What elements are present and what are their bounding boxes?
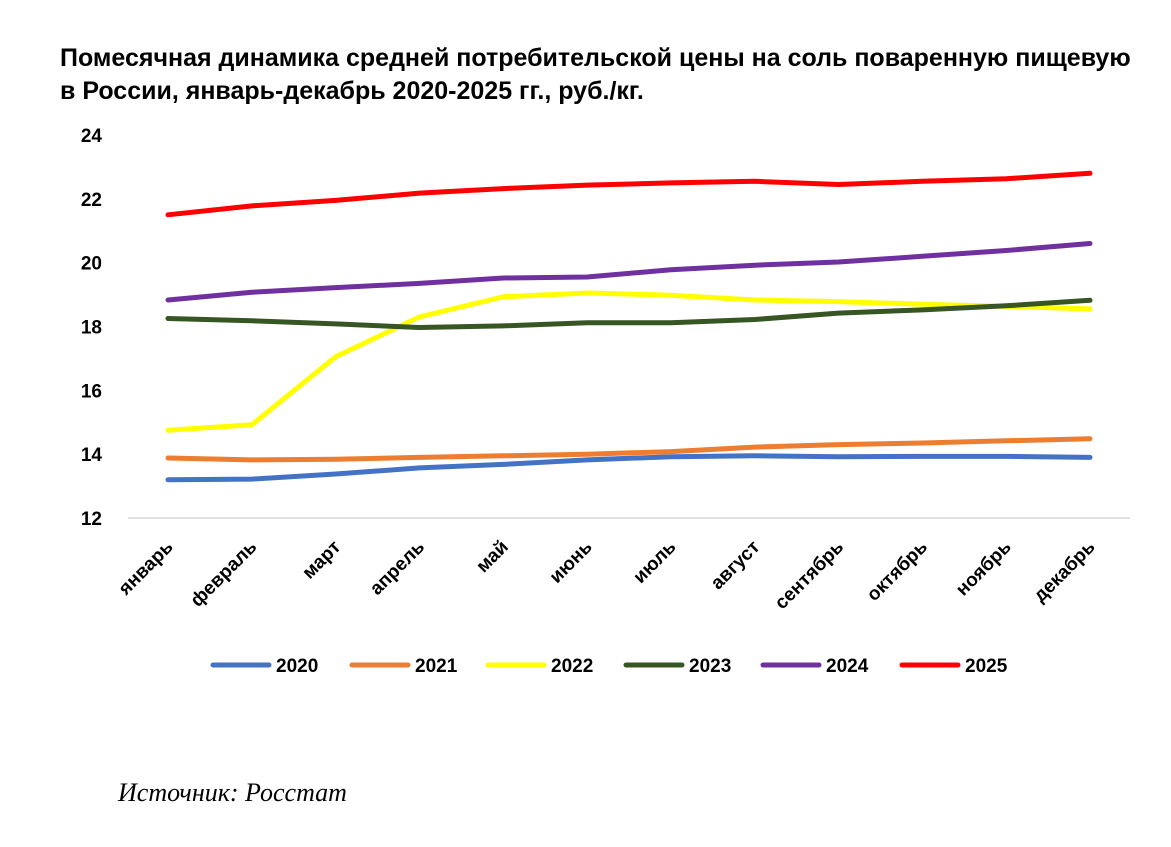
series-line-2022 <box>165 290 1093 433</box>
y-tick-label: 14 <box>81 445 103 466</box>
legend-label-2020: 2020 <box>276 656 318 677</box>
x-tick-label: август <box>707 537 764 594</box>
x-tick-label: октябрь <box>863 537 932 606</box>
series-line-2025 <box>165 170 1093 218</box>
series-line-2021 <box>165 436 1093 463</box>
y-tick-label: 20 <box>81 254 102 275</box>
x-tick-label: июль <box>629 537 680 588</box>
legend-label-2024: 2024 <box>826 656 869 677</box>
x-tick-label: февраль <box>187 537 262 612</box>
legend-label-2021: 2021 <box>415 656 458 677</box>
legend-label-2022: 2022 <box>551 656 593 677</box>
series-line-2023 <box>165 297 1093 330</box>
x-tick-label: декабрь <box>1030 537 1100 607</box>
x-tick-label: ноябрь <box>952 537 1016 601</box>
series-line-2020 <box>165 453 1093 483</box>
chart-title: Помесячная динамика средней потребительс… <box>60 44 1131 105</box>
x-tick-label: март <box>298 537 345 584</box>
y-tick-label: 18 <box>81 318 102 339</box>
y-tick-label: 16 <box>81 381 102 402</box>
series-line-2024 <box>165 241 1093 303</box>
x-tick-label: сентябрь <box>771 537 848 614</box>
legend-label-2023: 2023 <box>689 656 731 677</box>
y-tick-label: 24 <box>81 126 103 147</box>
y-tick-label: 22 <box>81 190 102 211</box>
x-tick-label: июнь <box>546 537 597 588</box>
source-note: Источник: Росстат <box>118 778 347 807</box>
x-tick-label: январь <box>114 537 178 601</box>
x-tick-label: апрель <box>366 537 429 600</box>
y-tick-label: 12 <box>81 509 102 530</box>
x-tick-label: май <box>472 537 512 577</box>
legend-label-2025: 2025 <box>965 656 1008 677</box>
